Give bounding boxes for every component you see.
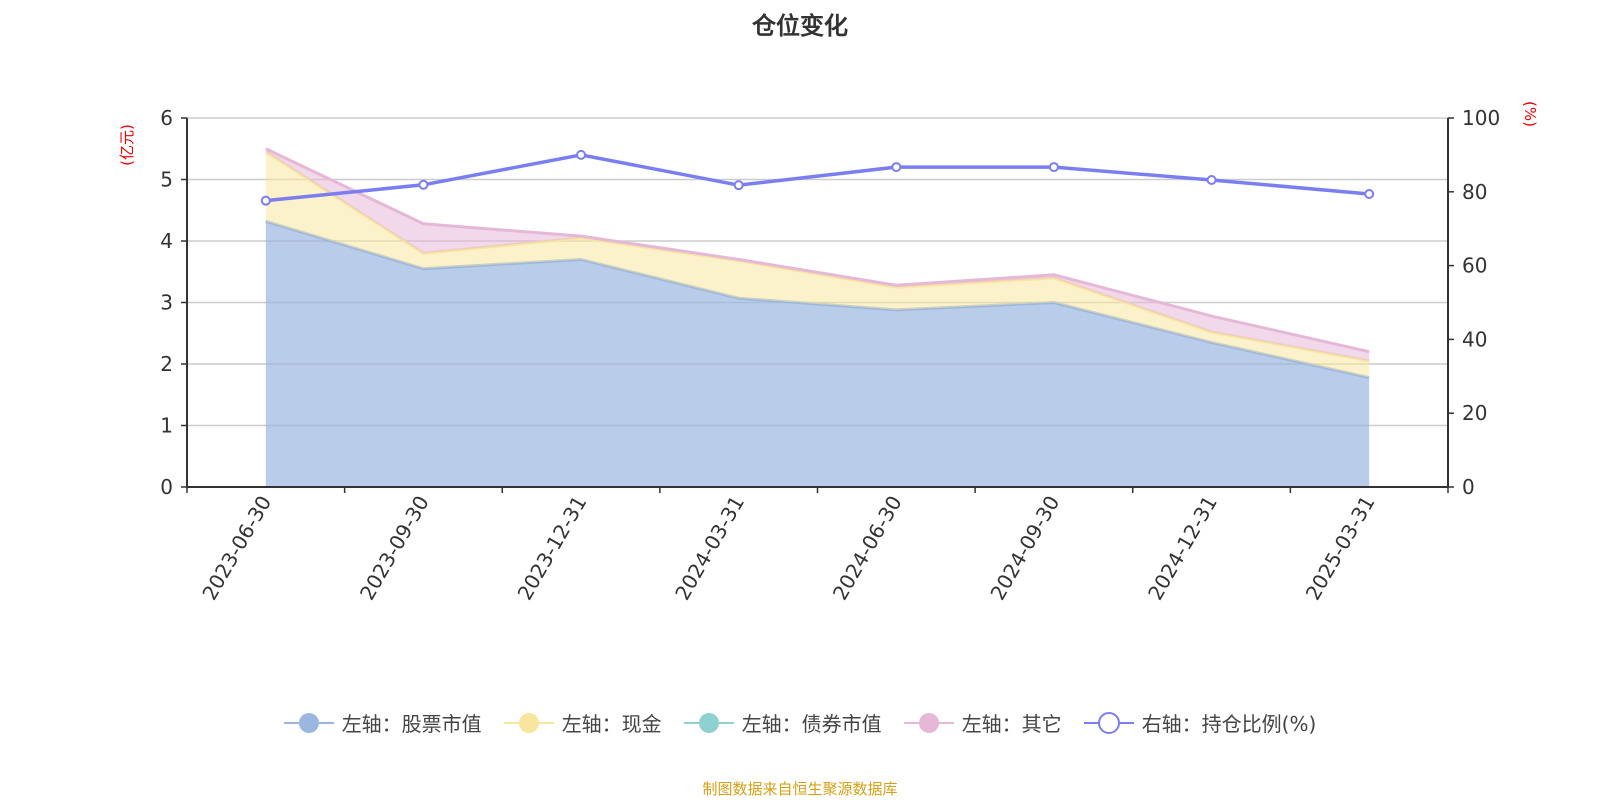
legend-label: 左轴：其它 xyxy=(961,712,1062,736)
legend-marker-icon xyxy=(503,712,554,733)
x-tick-label: 2024-09-30 xyxy=(985,492,1064,605)
right-tick-label: 0 xyxy=(1462,475,1475,499)
legend: 左轴：股票市值 左轴：现金 左轴：债券市值 左轴：其它 右轴：持仓比例(%) xyxy=(0,708,1600,737)
area-3 xyxy=(265,148,1370,361)
area-0 xyxy=(265,221,1370,487)
legend-item[interactable]: 左轴：债券市值 xyxy=(683,708,882,737)
ratio-point xyxy=(891,162,902,173)
ratio-point xyxy=(1048,162,1059,173)
chart-title: 仓位变化 xyxy=(752,12,848,40)
legend-marker-icon xyxy=(683,712,734,733)
legend-label: 左轴：现金 xyxy=(561,712,662,736)
legend-label: 左轴：股票市值 xyxy=(341,712,482,736)
x-tick-label: 2023-06-30 xyxy=(197,492,276,605)
left-tick-label: 1 xyxy=(160,414,173,438)
left-tick-label: 0 xyxy=(160,475,173,499)
left-tick-label: 3 xyxy=(160,291,173,315)
x-tick-label: 2024-03-31 xyxy=(670,492,749,605)
legend-item[interactable]: 左轴：股票市值 xyxy=(283,708,482,737)
legend-marker-icon xyxy=(283,712,334,733)
x-tick-label: 2025-03-31 xyxy=(1301,492,1380,605)
ratio-point xyxy=(576,149,587,160)
legend-marker-icon xyxy=(903,712,954,733)
x-tick-label: 2024-12-31 xyxy=(1143,492,1222,605)
right-tick-label: 20 xyxy=(1462,401,1487,425)
legend-marker-icon xyxy=(1083,711,1134,734)
legend-label: 左轴：债券市值 xyxy=(741,712,882,736)
left-tick-label: 5 xyxy=(160,168,173,192)
left-tick-label: 4 xyxy=(160,229,173,253)
ratio-point xyxy=(418,179,429,190)
ratio-point xyxy=(260,195,271,206)
legend-item[interactable]: 左轴：现金 xyxy=(503,708,662,737)
right-tick-label: 60 xyxy=(1462,254,1487,278)
left-axis-label: (亿元) xyxy=(118,124,136,166)
x-tick-label: 2024-06-30 xyxy=(828,492,907,605)
ratio-line xyxy=(265,153,1370,203)
ratio-point xyxy=(733,180,744,191)
x-tick-label: 2023-12-31 xyxy=(512,492,591,605)
left-tick-label: 2 xyxy=(160,352,173,376)
ratio-point xyxy=(1364,189,1375,200)
legend-item[interactable]: 左轴：其它 xyxy=(903,708,1062,737)
ratio-point xyxy=(1206,174,1217,185)
legend-item[interactable]: 右轴：持仓比例(%) xyxy=(1083,708,1317,737)
right-tick-label: 100 xyxy=(1462,106,1500,130)
area-line-3 xyxy=(265,147,1370,354)
right-tick-label: 80 xyxy=(1462,180,1487,204)
right-axis-label: (%) xyxy=(1521,101,1539,127)
area-1 xyxy=(265,151,1370,378)
right-tick-label: 40 xyxy=(1462,327,1487,351)
x-tick-label: 2023-09-30 xyxy=(355,492,434,605)
source-note: 制图数据来自恒生聚源数据库 xyxy=(702,780,898,798)
left-tick-label: 6 xyxy=(160,106,173,130)
legend-label: 右轴：持仓比例(%) xyxy=(1141,712,1317,736)
